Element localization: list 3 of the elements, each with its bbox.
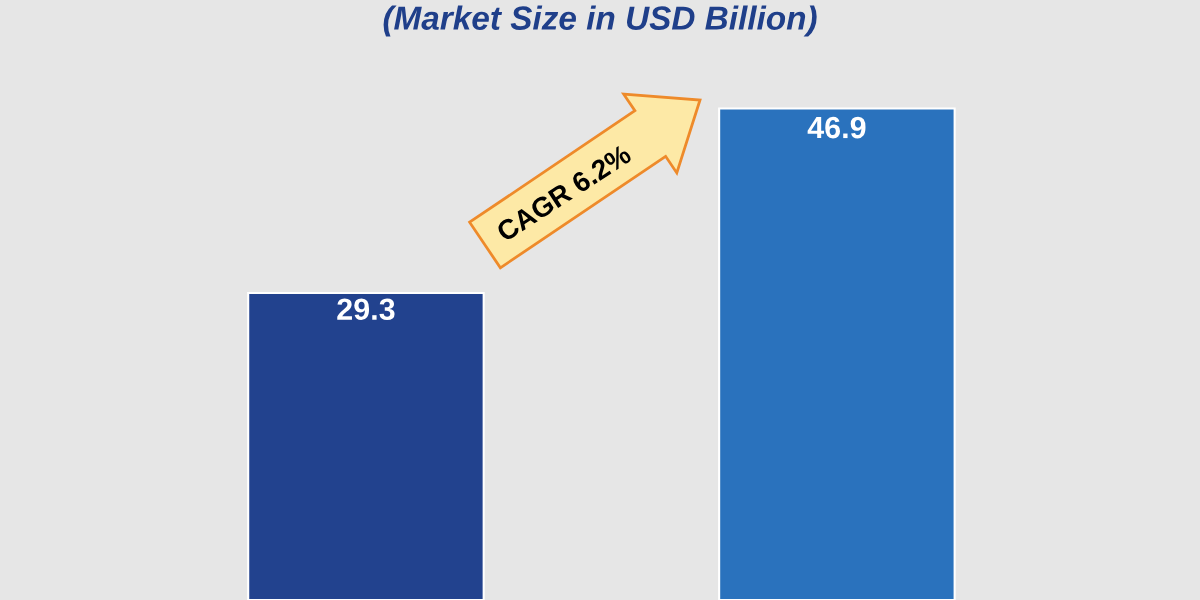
chart-title: (Market Size in USD Billion) <box>383 5 817 37</box>
data-label: 46.9 <box>807 116 866 139</box>
data-label: 29.3 <box>337 298 395 321</box>
